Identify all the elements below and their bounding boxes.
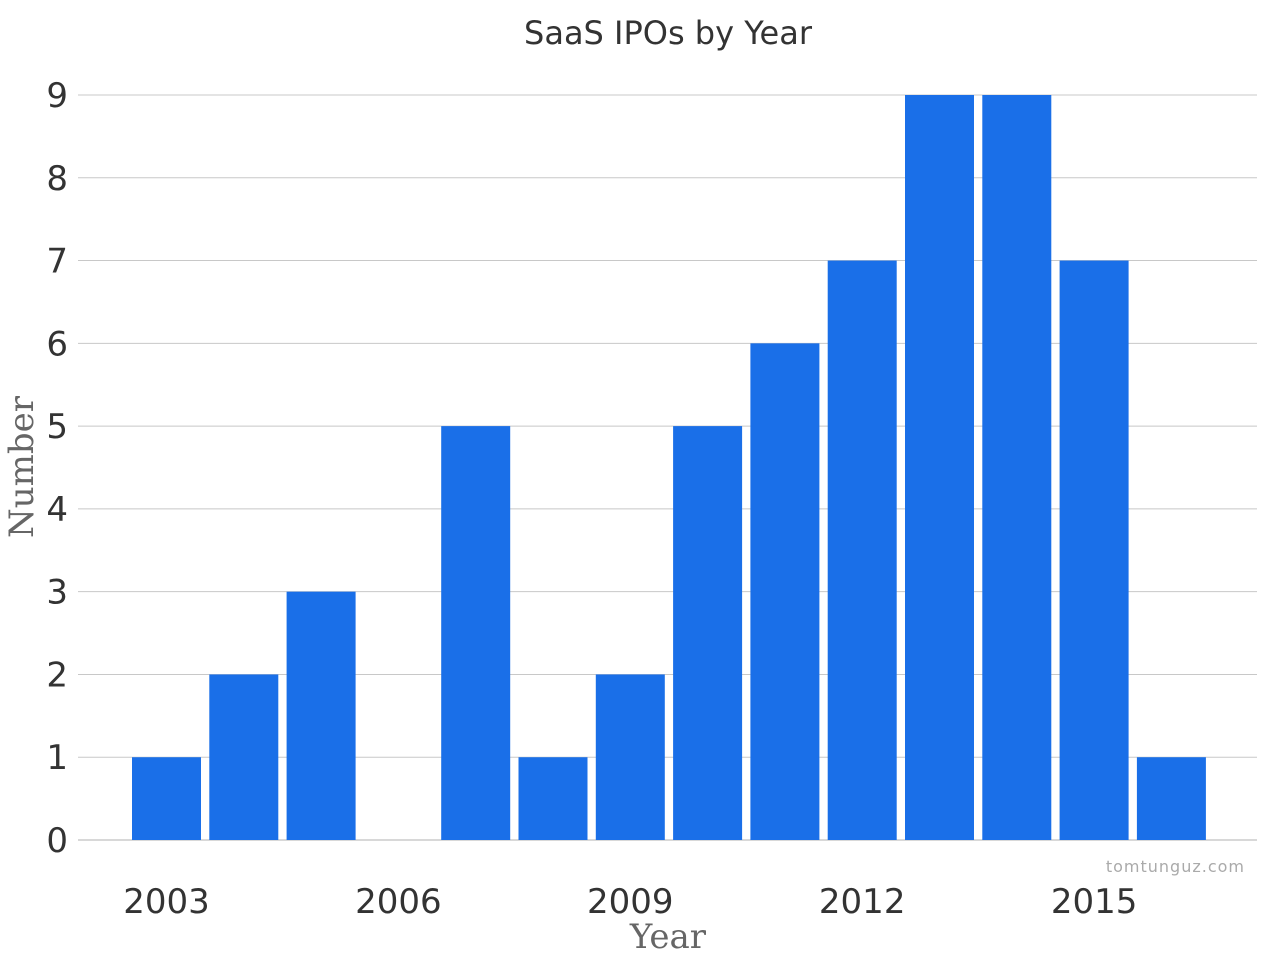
bar-2013 <box>905 95 974 840</box>
y-tick-label: 5 <box>46 407 68 447</box>
bar-2003 <box>132 757 201 840</box>
x-axis-ticks: 2003 2006 2009 2012 2015 <box>123 882 1137 922</box>
x-tick-label: 2012 <box>819 882 906 922</box>
bar-2004 <box>209 674 279 840</box>
chart-title: SaaS IPOs by Year <box>524 14 813 52</box>
y-tick-label: 0 <box>46 821 68 861</box>
y-axis-label: Number <box>2 395 42 538</box>
y-tick-label: 4 <box>46 490 68 530</box>
x-tick-label: 2003 <box>123 882 210 922</box>
bar-2012 <box>827 260 897 840</box>
watermark: tomtunguz.com <box>1106 857 1245 876</box>
x-tick-label: 2006 <box>355 882 442 922</box>
y-tick-label: 2 <box>46 655 68 695</box>
bar-2011 <box>750 343 820 840</box>
y-tick-label: 7 <box>46 242 68 282</box>
y-tick-label: 8 <box>46 159 68 199</box>
bars <box>132 95 1206 840</box>
bar-2009 <box>595 674 665 840</box>
y-tick-label: 1 <box>46 738 68 778</box>
bar-2010 <box>673 426 743 840</box>
y-axis-ticks: 0 1 2 3 4 5 6 7 8 9 <box>46 76 68 861</box>
x-axis-label: Year <box>629 917 707 957</box>
bar-2016 <box>1136 757 1206 840</box>
bar-2014 <box>982 95 1052 840</box>
bar-2008 <box>518 757 588 840</box>
x-tick-label: 2009 <box>587 882 674 922</box>
x-tick-label: 2015 <box>1051 882 1138 922</box>
bar-2007 <box>441 426 511 840</box>
y-tick-label: 3 <box>46 573 68 613</box>
bar-2015 <box>1059 260 1129 840</box>
y-tick-label: 6 <box>46 324 68 364</box>
bar-2005 <box>286 591 356 840</box>
y-tick-label: 9 <box>46 76 68 116</box>
